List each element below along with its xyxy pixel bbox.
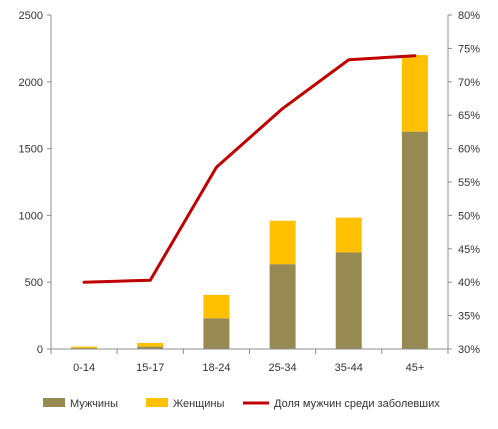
- line-point-0-14: [82, 281, 86, 284]
- bar-women-18-24: [203, 294, 230, 319]
- y2-tick-label: 75%: [458, 43, 480, 55]
- legend-swatch-men: [43, 398, 65, 407]
- y2-tick-label: 35%: [458, 311, 480, 323]
- bar-women-45+: [401, 55, 428, 132]
- y-tick-label: 1500: [19, 144, 43, 156]
- y-tick-label: 500: [25, 277, 43, 289]
- bar-men-35-44: [335, 252, 362, 349]
- y-tick-label: 2500: [19, 10, 43, 22]
- x-tick-label: 35-44: [335, 362, 363, 374]
- legend-label-men: Мужчины: [70, 398, 118, 410]
- legend-swatch-women: [146, 398, 168, 407]
- x-tick-label: 25-34: [269, 362, 297, 374]
- line-point-25-34: [281, 107, 284, 110]
- bar-men-25-34: [269, 264, 296, 349]
- bar-women-15-17: [137, 342, 164, 347]
- y2-tick-label: 65%: [458, 110, 480, 122]
- bar-men-15-17: [137, 346, 164, 349]
- y-tick-label: 0: [37, 344, 43, 356]
- line-point-35-44: [347, 58, 350, 61]
- y-tick-label: 2000: [19, 77, 43, 89]
- bar-men-45+: [401, 131, 428, 349]
- x-tick-label: 15-17: [136, 362, 164, 374]
- line-point-15-17: [149, 278, 152, 282]
- bar-women-0-14: [71, 346, 98, 349]
- y2-tick-label: 45%: [458, 244, 480, 256]
- line-point-45+: [413, 54, 417, 57]
- y2-tick-label: 55%: [458, 177, 480, 189]
- line-share-of-men: [82, 54, 417, 284]
- y2-tick-label: 40%: [458, 277, 480, 289]
- bar-women-25-34: [269, 220, 296, 265]
- y2-tick-label: 60%: [458, 144, 480, 156]
- y-tick-label: 1000: [19, 210, 43, 222]
- y2-tick-label: 50%: [458, 210, 480, 222]
- x-tick-label: 45+: [406, 362, 425, 374]
- legend-label-women: Женщины: [173, 398, 224, 410]
- bar-women-35-44: [335, 217, 362, 253]
- y2-tick-label: 80%: [458, 10, 480, 22]
- y2-tick-label: 70%: [458, 77, 480, 89]
- x-tick-label: 0-14: [73, 362, 95, 374]
- legend-label-line: Доля мужчин среди заболевших: [274, 398, 440, 410]
- bar-men-18-24: [203, 318, 230, 349]
- y2-tick-label: 30%: [458, 344, 480, 356]
- x-tick-label: 18-24: [202, 362, 230, 374]
- line-point-18-24: [215, 166, 218, 169]
